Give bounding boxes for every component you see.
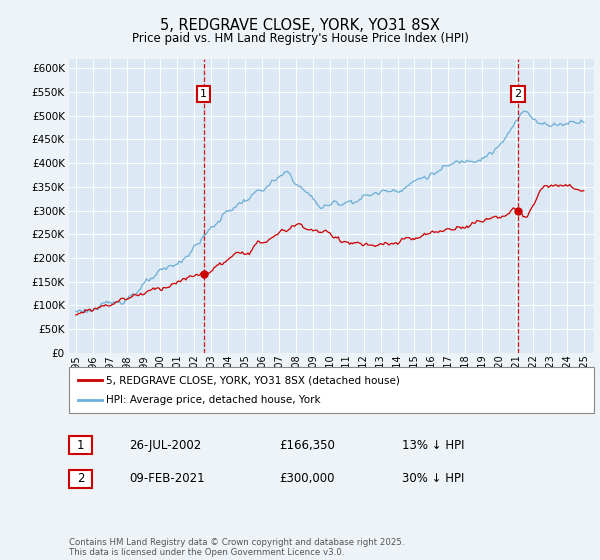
Text: 30% ↓ HPI: 30% ↓ HPI	[402, 472, 464, 486]
Text: £166,350: £166,350	[279, 438, 335, 452]
Text: 5, REDGRAVE CLOSE, YORK, YO31 8SX (detached house): 5, REDGRAVE CLOSE, YORK, YO31 8SX (detac…	[106, 375, 400, 385]
Text: 1: 1	[200, 89, 207, 99]
Text: 13% ↓ HPI: 13% ↓ HPI	[402, 438, 464, 452]
Text: Contains HM Land Registry data © Crown copyright and database right 2025.
This d: Contains HM Land Registry data © Crown c…	[69, 538, 404, 557]
Text: Price paid vs. HM Land Registry's House Price Index (HPI): Price paid vs. HM Land Registry's House …	[131, 32, 469, 45]
Text: 2: 2	[77, 472, 84, 486]
Text: 2: 2	[514, 89, 521, 99]
Text: £300,000: £300,000	[279, 472, 335, 486]
Text: 1: 1	[77, 438, 84, 452]
Text: 26-JUL-2002: 26-JUL-2002	[129, 438, 201, 452]
Text: HPI: Average price, detached house, York: HPI: Average price, detached house, York	[106, 395, 321, 405]
Text: 09-FEB-2021: 09-FEB-2021	[129, 472, 205, 486]
Text: 5, REDGRAVE CLOSE, YORK, YO31 8SX: 5, REDGRAVE CLOSE, YORK, YO31 8SX	[160, 18, 440, 33]
